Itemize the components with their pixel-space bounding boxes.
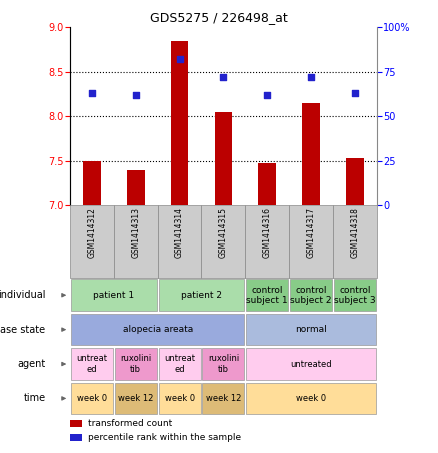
Bar [246,348,376,380]
Point [220,73,227,81]
Text: control
subject 2: control subject 2 [290,285,332,305]
Text: patient 1: patient 1 [93,291,134,300]
Text: individual: individual [0,290,46,300]
Text: GDS5275 / 226498_at: GDS5275 / 226498_at [150,11,288,24]
Bar [246,314,376,346]
Bar [246,280,288,311]
Bar [127,169,145,205]
Bar [70,420,82,427]
Text: GSM1414314: GSM1414314 [175,207,184,258]
Point [307,73,314,81]
Bar [71,314,244,346]
Bar [334,280,376,311]
Bar [158,205,201,278]
Bar [201,205,245,278]
Text: untreat
ed: untreat ed [164,354,195,374]
Text: disease state: disease state [0,325,46,335]
Bar [159,383,201,414]
Point [176,56,183,63]
Text: control
subject 3: control subject 3 [334,285,376,305]
Text: time: time [23,393,46,404]
Text: agent: agent [18,359,46,369]
Text: GSM1414318: GSM1414318 [350,207,359,258]
Text: patient 2: patient 2 [181,291,222,300]
Text: ruxolini
tib: ruxolini tib [120,354,152,374]
Point [351,89,358,96]
Text: week 0: week 0 [296,394,326,403]
Point [132,91,139,98]
Text: GSM1414313: GSM1414313 [131,207,140,258]
Point [264,91,271,98]
Bar [114,205,158,278]
Text: week 12: week 12 [206,394,241,403]
Bar [246,383,376,414]
Bar [202,383,244,414]
Text: normal: normal [295,325,327,334]
Text: GSM1414315: GSM1414315 [219,207,228,258]
Text: alopecia areata: alopecia areata [123,325,193,334]
Bar [83,161,101,205]
Bar [115,383,157,414]
Bar [302,103,320,205]
Text: control
subject 1: control subject 1 [246,285,288,305]
Text: untreated: untreated [290,360,332,369]
Bar [115,348,157,380]
Bar [289,205,333,278]
Bar [159,348,201,380]
Text: percentile rank within the sample: percentile rank within the sample [88,433,242,442]
Text: GSM1414316: GSM1414316 [263,207,272,258]
Bar [258,164,276,205]
Bar [159,280,244,311]
Bar [71,348,113,380]
Bar [71,280,157,311]
Text: transformed count: transformed count [88,419,173,428]
Bar [171,40,188,205]
Bar [333,205,377,278]
Text: GSM1414312: GSM1414312 [88,207,96,258]
Point [88,89,95,96]
Bar [70,434,82,441]
Text: week 0: week 0 [77,394,107,403]
Text: week 0: week 0 [165,394,194,403]
Text: ruxolini
tib: ruxolini tib [208,354,239,374]
Bar [215,112,232,205]
Bar [346,158,364,205]
Bar [245,205,289,278]
Bar [290,280,332,311]
Text: GSM1414317: GSM1414317 [307,207,315,258]
Text: untreat
ed: untreat ed [77,354,107,374]
Text: week 12: week 12 [118,394,153,403]
Bar [70,205,114,278]
Bar [202,348,244,380]
Bar [71,383,113,414]
